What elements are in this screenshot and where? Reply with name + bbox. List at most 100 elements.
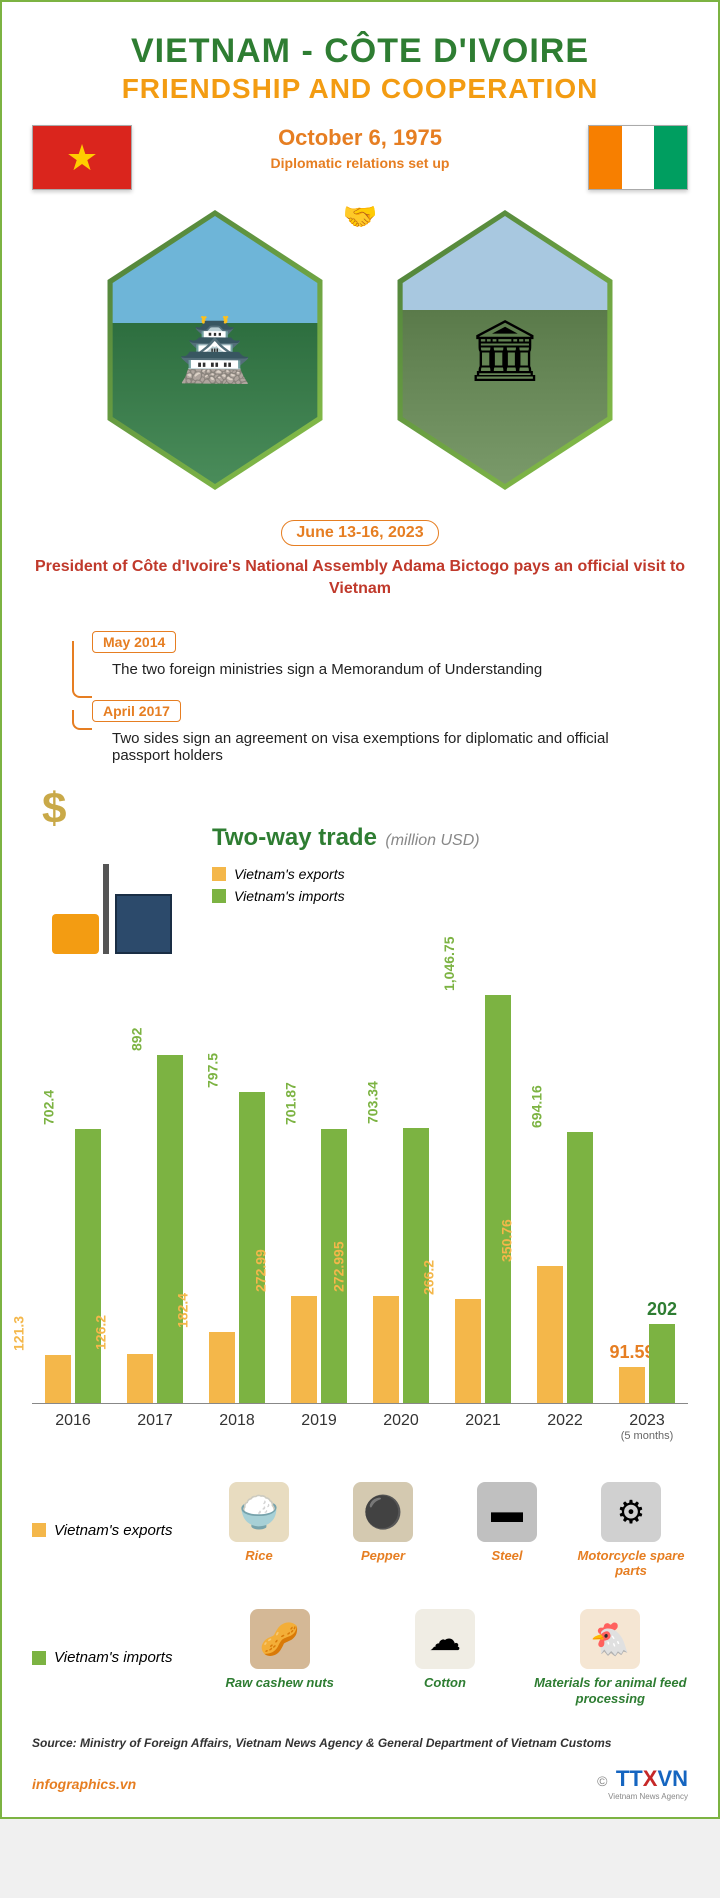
bar-exports: 121.3 <box>45 1355 71 1402</box>
product-icon: 🐔 <box>580 1609 640 1669</box>
xaxis-year: 2023(5 months) <box>606 1412 688 1442</box>
xaxis-year: 2019 <box>278 1412 360 1442</box>
product-item: ⚫ Pepper <box>326 1482 440 1579</box>
bar-exports-value: 350.76 <box>499 1219 515 1262</box>
dollar-icon: $ <box>42 784 66 834</box>
swatch-exports <box>32 1523 46 1537</box>
swatch-exports <box>212 867 226 881</box>
bar-imports-value: 694.16 <box>529 1085 545 1128</box>
year-group: 126.2892 <box>114 974 196 1403</box>
visit-text: President of Côte d'Ivoire's National As… <box>32 556 688 601</box>
bar-imports: 202 <box>649 1324 675 1403</box>
bar-exports-value: 91.59 <box>609 1342 654 1363</box>
hex-images-row: 🤝 🏯 🏛 <box>32 210 688 490</box>
flag-cote-divoire <box>588 125 688 190</box>
year-group: 266.21,046.75 <box>442 974 524 1403</box>
legend-imports-label: Vietnam's imports <box>234 888 345 904</box>
product-icon: ⚙ <box>601 1482 661 1542</box>
timeline-text: The two foreign ministries sign a Memora… <box>112 661 648 678</box>
product-item: 🍚Rice <box>202 1482 316 1579</box>
logo-vn: VN <box>657 1766 688 1791</box>
handshake-icon: 🤝 <box>343 200 378 233</box>
bar-exports: 272.995 <box>373 1296 399 1402</box>
establishment-subtitle: Diplomatic relations set up <box>142 155 578 171</box>
footer-site: infographics.vn <box>32 1776 136 1792</box>
bar-exports: 266.2 <box>455 1299 481 1403</box>
product-name: Raw cashew nuts <box>202 1675 357 1691</box>
product-icon: 🥜 <box>250 1609 310 1669</box>
main-title: VIETNAM - CÔTE D'IVOIRE FRIENDSHIP AND C… <box>32 32 688 105</box>
hex-image-cote-divoire: 🏛 <box>380 210 630 490</box>
xaxis-year: 2016 <box>32 1412 114 1442</box>
trade-section: $ Two-way trade (million USD) Vietnam's … <box>32 804 688 1442</box>
bars-row: 121.3702.4126.2892182.4797.5272.99701.87… <box>32 974 688 1403</box>
year-group: 272.995 703.34 <box>360 974 442 1403</box>
logo-x: X <box>643 1766 658 1791</box>
xaxis-year: 2018 <box>196 1412 278 1442</box>
product-item: ▬ Steel <box>450 1482 564 1579</box>
bar-imports: 892 <box>157 1055 183 1403</box>
bar-imports-value: 202 <box>647 1299 677 1320</box>
footer-logo: TTXVN <box>616 1766 688 1791</box>
year-group: 272.99 701.87 <box>278 974 360 1403</box>
visit-block: June 13-16, 2023 President of Côte d'Ivo… <box>32 520 688 601</box>
star-icon: ★ <box>66 137 98 179</box>
timeline-item: April 2017 Two sides sign an agreement o… <box>72 700 648 764</box>
exports-items: 🍚Rice⚫Pepper▬Steel⚙Motorcycle spare part… <box>202 1482 688 1579</box>
product-name: Cotton <box>367 1675 522 1691</box>
establishment-date: October 6, 1975 <box>142 125 578 151</box>
logo-tt: TT <box>616 1766 643 1791</box>
timeline-connector <box>72 710 92 730</box>
products-imports-label: Vietnam's imports <box>32 1649 182 1666</box>
visit-date-badge: June 13-16, 2023 <box>281 520 438 546</box>
products-exports-label: Vietnam's exports <box>32 1522 182 1539</box>
year-group: 350.76694.16 <box>524 974 606 1403</box>
forklift-icon <box>52 854 172 954</box>
trade-header: $ Two-way trade (million USD) Vietnam's … <box>32 804 688 954</box>
hex-image-vietnam: 🏯 <box>90 210 340 490</box>
flag-stripe-white <box>622 126 655 189</box>
flag-vietnam: ★ <box>32 125 132 190</box>
bar-exports-value: 121.3 <box>10 1316 26 1351</box>
product-icon: ⚫ <box>353 1482 413 1542</box>
exports-label-text: Vietnam's exports <box>54 1522 172 1539</box>
bar-exports: 182.4 <box>209 1332 235 1403</box>
product-item: ☁Cotton <box>367 1609 522 1706</box>
product-name: Steel <box>450 1548 564 1564</box>
bar-imports: 1,046.75 <box>485 995 511 1403</box>
bar-imports-value: 797.5 <box>204 1053 220 1088</box>
title-line1: VIETNAM - CÔTE D'IVOIRE <box>32 32 688 71</box>
product-name: Rice <box>202 1548 316 1564</box>
products-exports-row: Vietnam's exports 🍚Rice⚫Pepper▬Steel⚙Mot… <box>32 1482 688 1579</box>
infographic-page: VIETNAM - CÔTE D'IVOIRE FRIENDSHIP AND C… <box>0 0 720 1819</box>
timeline-connector <box>72 641 92 698</box>
bar-imports-value: 1,046.75 <box>441 936 457 991</box>
flag-stripe-orange <box>589 126 622 189</box>
product-item: 🐔Materials for animal feed processing <box>533 1609 688 1706</box>
bar-exports-value: 272.995 <box>331 1242 347 1293</box>
chart-x-axis: 20162017201820192020202120222023(5 month… <box>32 1412 688 1442</box>
footer: infographics.vn © TTXVN Vietnam News Age… <box>32 1760 688 1807</box>
legend-exports-label: Vietnam's exports <box>234 866 345 882</box>
products-section: Vietnam's exports 🍚Rice⚫Pepper▬Steel⚙Mot… <box>32 1482 688 1706</box>
xaxis-year: 2021 <box>442 1412 524 1442</box>
bar-imports-value: 892 <box>128 1028 144 1051</box>
swatch-imports <box>212 889 226 903</box>
year-group: 182.4 797.5 <box>196 974 278 1403</box>
flag-stripe-green <box>654 126 687 189</box>
bar-exports-value: 126.2 <box>92 1315 108 1350</box>
trade-title: Two-way trade <box>212 824 377 851</box>
bar-imports: 694.16 <box>567 1132 593 1403</box>
bar-exports: 272.99 <box>291 1296 317 1402</box>
bar-imports-value: 703.34 <box>365 1082 381 1125</box>
product-name: Pepper <box>326 1548 440 1564</box>
bar-exports-value: 182.4 <box>174 1293 190 1328</box>
bar-exports-value: 272.99 <box>253 1250 269 1293</box>
product-icon: ▬ <box>477 1482 537 1542</box>
bar-imports-value: 701.87 <box>283 1082 299 1125</box>
xaxis-year-sub: (5 months) <box>606 1430 688 1442</box>
footer-logo-block: © TTXVN Vietnam News Agency <box>597 1766 688 1801</box>
timeline: May 2014 The two foreign ministries sign… <box>72 631 648 764</box>
timeline-item: May 2014 The two foreign ministries sign… <box>72 631 648 678</box>
trade-bar-chart: 121.3702.4126.2892182.4797.5272.99701.87… <box>32 974 688 1404</box>
